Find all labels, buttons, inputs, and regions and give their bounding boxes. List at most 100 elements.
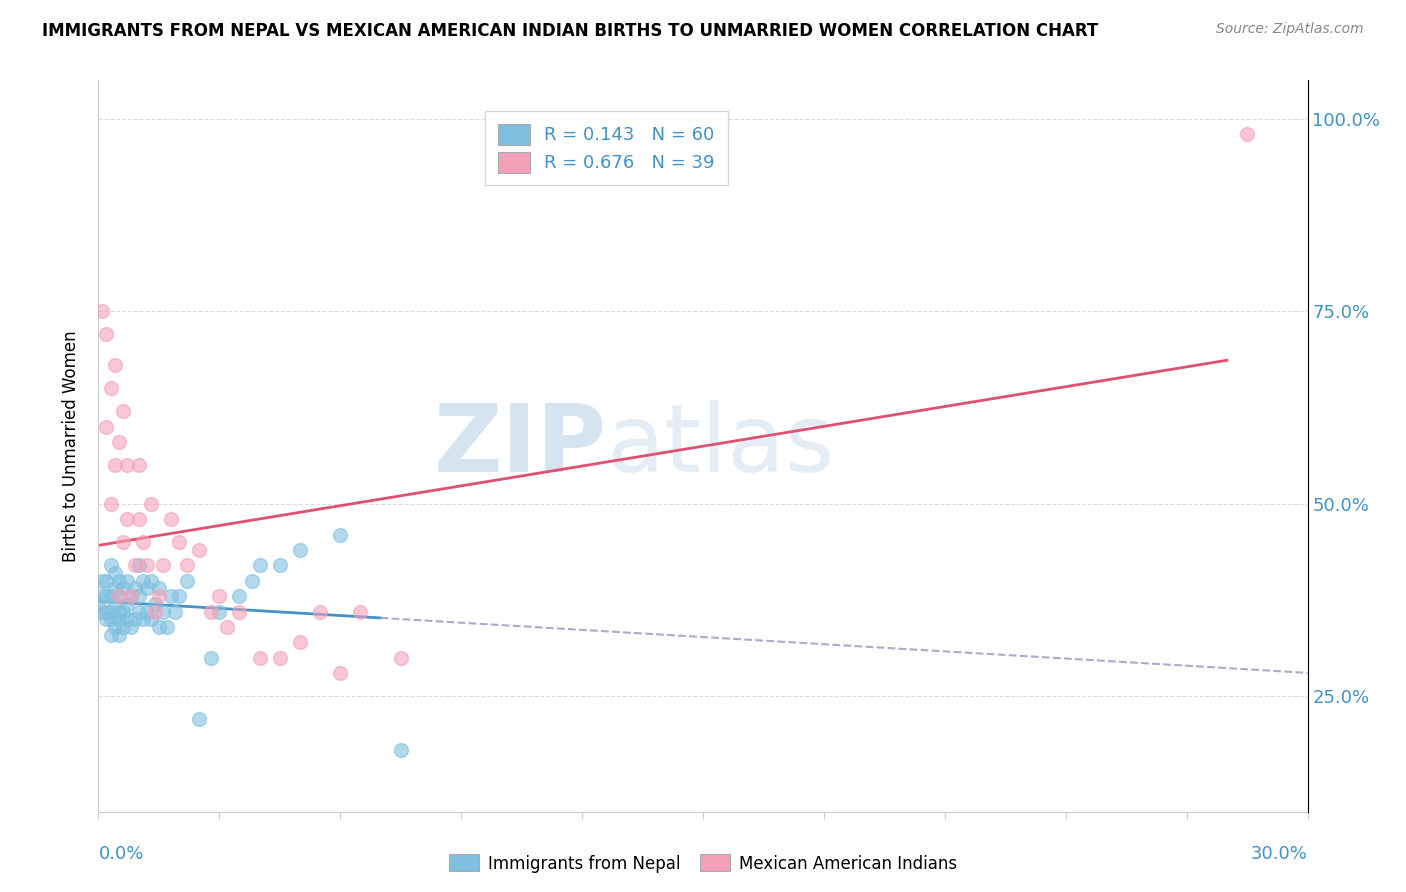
Point: [124, 558, 146, 573]
Point: [188, 543, 211, 558]
Point: [152, 558, 174, 573]
Point: [107, 589, 129, 603]
Point: [100, 627, 122, 641]
Point: [176, 558, 198, 573]
Point: [96, 612, 118, 626]
Point: [115, 574, 138, 588]
Point: [120, 589, 142, 603]
Point: [103, 358, 125, 372]
Point: [96, 574, 118, 588]
Point: [269, 650, 291, 665]
Point: [288, 635, 311, 649]
Point: [132, 612, 155, 626]
Point: [389, 650, 412, 665]
Point: [100, 497, 122, 511]
Point: [249, 650, 271, 665]
Point: [148, 620, 170, 634]
Point: [100, 558, 122, 573]
Point: [143, 597, 166, 611]
Point: [132, 535, 155, 549]
Point: [124, 582, 146, 596]
Point: [96, 419, 118, 434]
Point: [115, 512, 138, 526]
Point: [103, 597, 125, 611]
Text: IMMIGRANTS FROM NEPAL VS MEXICAN AMERICAN INDIAN BIRTHS TO UNMARRIED WOMEN CORRE: IMMIGRANTS FROM NEPAL VS MEXICAN AMERICA…: [42, 22, 1098, 40]
Point: [249, 558, 271, 573]
Text: ZIP: ZIP: [433, 400, 606, 492]
Point: [148, 589, 170, 603]
Point: [111, 535, 134, 549]
Point: [91, 574, 114, 588]
Point: [107, 435, 129, 450]
Point: [91, 304, 114, 318]
Point: [120, 589, 142, 603]
Point: [228, 605, 250, 619]
Point: [160, 512, 183, 526]
Point: [115, 597, 138, 611]
Point: [152, 605, 174, 619]
Point: [135, 605, 157, 619]
Point: [240, 574, 263, 588]
Point: [100, 381, 122, 395]
Point: [139, 612, 162, 626]
Point: [87, 597, 110, 611]
Point: [128, 589, 150, 603]
Point: [103, 582, 125, 596]
Point: [111, 620, 134, 634]
Point: [100, 605, 122, 619]
Point: [228, 589, 250, 603]
Point: [139, 574, 162, 588]
Point: [128, 458, 150, 473]
Point: [115, 458, 138, 473]
Point: [107, 589, 129, 603]
Point: [115, 612, 138, 626]
Point: [200, 605, 222, 619]
Point: [1236, 127, 1258, 141]
Point: [107, 627, 129, 641]
Point: [135, 558, 157, 573]
Point: [329, 527, 352, 541]
Point: [200, 650, 222, 665]
Point: [156, 620, 179, 634]
Point: [107, 574, 129, 588]
Point: [139, 497, 162, 511]
Point: [135, 582, 157, 596]
Point: [176, 574, 198, 588]
Point: [100, 612, 122, 626]
Point: [188, 712, 211, 726]
Point: [329, 666, 352, 681]
Legend: Immigrants from Nepal, Mexican American Indians: Immigrants from Nepal, Mexican American …: [443, 847, 963, 880]
Text: 0.0%: 0.0%: [98, 845, 143, 863]
Point: [163, 605, 186, 619]
Point: [160, 589, 183, 603]
Point: [96, 327, 118, 342]
Point: [132, 574, 155, 588]
Point: [143, 605, 166, 619]
Point: [100, 589, 122, 603]
Point: [389, 743, 412, 757]
Point: [111, 582, 134, 596]
Point: [96, 589, 118, 603]
Text: Source: ZipAtlas.com: Source: ZipAtlas.com: [1216, 22, 1364, 37]
Point: [128, 558, 150, 573]
Point: [269, 558, 291, 573]
Point: [309, 605, 332, 619]
Point: [124, 612, 146, 626]
Point: [111, 404, 134, 418]
Point: [167, 535, 190, 549]
Text: 30.0%: 30.0%: [1251, 845, 1308, 863]
Point: [103, 620, 125, 634]
Point: [349, 605, 371, 619]
Point: [208, 605, 231, 619]
Point: [288, 543, 311, 558]
Point: [120, 620, 142, 634]
Point: [103, 566, 125, 580]
Point: [91, 605, 114, 619]
Point: [91, 589, 114, 603]
Point: [111, 605, 134, 619]
Point: [96, 605, 118, 619]
Point: [148, 582, 170, 596]
Text: atlas: atlas: [606, 400, 835, 492]
Legend: R = 0.143   N = 60, R = 0.676   N = 39: R = 0.143 N = 60, R = 0.676 N = 39: [485, 112, 728, 186]
Point: [217, 620, 239, 634]
